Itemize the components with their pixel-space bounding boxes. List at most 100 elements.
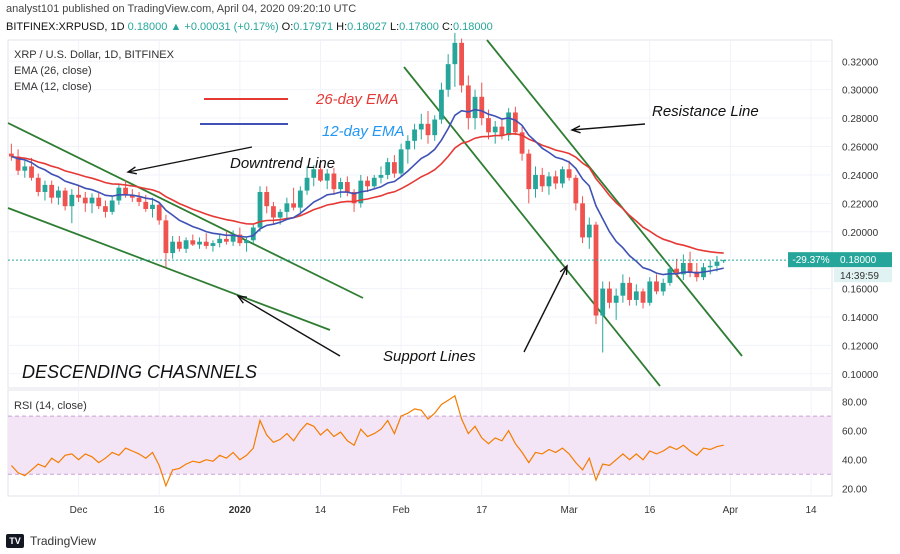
time-tick-label: 16 (644, 505, 656, 516)
candle-body (506, 112, 512, 136)
countdown-badge (834, 268, 892, 283)
ema12-legend: EMA (12, close) (14, 81, 92, 93)
candle-body (385, 162, 391, 175)
time-tick-label: 14 (315, 505, 327, 516)
ema12-line (11, 108, 724, 276)
downtrend-arrow-head (126, 166, 137, 175)
chart-header: analyst101 published on TradingView.com,… (0, 0, 900, 40)
candle-body (123, 187, 128, 195)
candle-body (492, 126, 498, 133)
publish-info: analyst101 published on TradingView.com,… (6, 3, 357, 15)
price-pane-frame (7, 39, 833, 389)
time-tick-label: 16 (154, 505, 166, 516)
candle-body (76, 194, 81, 198)
support-arrow-right-head (559, 264, 568, 276)
price-up-arrow-icon: ▲ (170, 21, 182, 33)
price-chart[interactable]: 26-day EMA 12-day EMA Downtrend Line Resist… (0, 0, 900, 531)
candle-body (439, 89, 444, 120)
time-tick-label: Dec (70, 505, 88, 516)
candle-body (680, 263, 686, 275)
rsi-band (8, 415, 832, 475)
candle-body (224, 238, 229, 242)
change-percent-badge (788, 252, 834, 268)
ema-lines (8, 108, 832, 276)
candle-body (22, 166, 28, 171)
candle-body (35, 177, 41, 192)
change-percent-label: -29.37% (792, 255, 829, 266)
candle-body (15, 156, 21, 171)
candle-body (418, 123, 424, 130)
candle-body (398, 149, 404, 174)
candle-body (452, 42, 458, 65)
candle-body (150, 204, 155, 210)
price-tick-label: 0.24000 (842, 171, 879, 182)
candle-body (237, 234, 243, 244)
candle-body (365, 180, 370, 187)
candle-body (613, 295, 619, 303)
candle-body (311, 169, 317, 178)
descending-channel-upper (486, 39, 743, 357)
candle-body (640, 291, 646, 303)
candle-body (56, 190, 61, 198)
candle-body (546, 176, 552, 187)
current-price: 0.18000 (127, 21, 168, 33)
candle-body (197, 241, 202, 245)
candle-body (479, 96, 485, 119)
candle-body (405, 140, 411, 150)
descending-channels-label: DESCENDING CHASNNELS (22, 362, 257, 382)
candle-body (412, 129, 417, 141)
ema26-legend: EMA (26, close) (14, 65, 92, 77)
candle-body (8, 153, 14, 157)
candle-body (143, 201, 149, 210)
annotations: 26-day EMA 12-day EMA Downtrend Line Resist… (22, 91, 759, 382)
chart-title: XRP / U.S. Dollar, 1D, BITFINEX (14, 49, 175, 61)
ema26-label: 26-day EMA (315, 91, 399, 108)
candle-body (378, 174, 384, 178)
candle-body (539, 174, 545, 187)
close-label: C: (441, 21, 453, 33)
candle-body (465, 85, 471, 119)
candle-body (217, 238, 223, 244)
candle-body (304, 177, 310, 191)
close-value: 0.18000 (452, 21, 493, 33)
rsi-tick-label: 60.00 (842, 427, 867, 438)
candle-body (344, 182, 350, 192)
price-tick-label: 0.14000 (842, 313, 879, 324)
candle-body (633, 291, 639, 300)
open-value: 0.17971 (293, 21, 334, 33)
candle-body (586, 224, 592, 238)
candle-body (42, 184, 48, 192)
resistance-arrow-head (570, 125, 581, 134)
candle-body (297, 190, 303, 208)
candle-body (109, 200, 115, 212)
time-tick-label: 17 (476, 505, 488, 516)
candle-body (69, 194, 75, 207)
legend: XRP / U.S. Dollar, 1D, BITFINEX EMA (26,… (14, 49, 175, 412)
price-tick-label: 0.10000 (842, 370, 879, 381)
candle-body (89, 197, 95, 204)
tradingview-brand: TradingView (30, 534, 97, 548)
candle-body (392, 162, 397, 174)
high-label: H: (336, 21, 348, 33)
rsi-series-line (10, 394, 724, 488)
candle-body (318, 169, 323, 181)
candle-body (721, 260, 727, 262)
downtrend-arrow (127, 146, 253, 173)
candle-body (129, 194, 135, 198)
candle-body (324, 173, 330, 181)
price-tick-label: 0.32000 (842, 57, 879, 68)
downtrend-line-upper (7, 122, 364, 299)
price-change: +0.00031 (+0.17%) (184, 21, 279, 33)
candle-body (667, 268, 673, 283)
price-tick-label: 0.20000 (842, 228, 879, 239)
candle-body (647, 281, 653, 303)
candle-body (156, 204, 162, 221)
candle-body (607, 288, 612, 303)
candle-body (714, 261, 720, 266)
candle-body (512, 112, 518, 133)
candle-body (136, 197, 142, 202)
time-tick-label: Mar (561, 505, 579, 516)
candle-body (445, 64, 451, 90)
candle-body (687, 263, 693, 272)
resistance-line-label: Resistance Line (652, 103, 759, 120)
